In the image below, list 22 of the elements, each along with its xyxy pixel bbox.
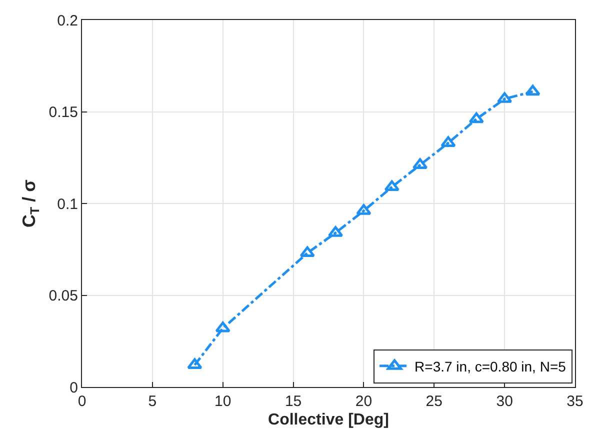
x-tick-label: 35 [566, 393, 584, 410]
y-tick-label: 0.15 [48, 104, 78, 121]
point [384, 180, 400, 191]
point [525, 84, 540, 96]
y-tick-label: 0.05 [48, 288, 78, 304]
x-tick-label: 30 [496, 393, 513, 410]
x-tick-label: 10 [214, 393, 232, 410]
point [300, 246, 315, 258]
y-tick-label: 0 [70, 379, 78, 396]
point [468, 112, 484, 124]
point [356, 204, 372, 215]
x-tick-label: 25 [426, 393, 442, 410]
x-tick-label: 15 [284, 393, 302, 410]
y-tick-label: 0.1 [57, 196, 78, 213]
point [440, 136, 456, 147]
x-tick-label: 5 [148, 393, 157, 410]
legend-label: R=3.7 in, c=0.80 in, N=5 [414, 358, 566, 374]
x-tick-label: 20 [355, 393, 372, 410]
point [187, 358, 202, 369]
y-tick-label: 0.2 [57, 12, 78, 30]
point [215, 322, 230, 332]
x-axis-title: Collective [Deg] [268, 412, 389, 429]
